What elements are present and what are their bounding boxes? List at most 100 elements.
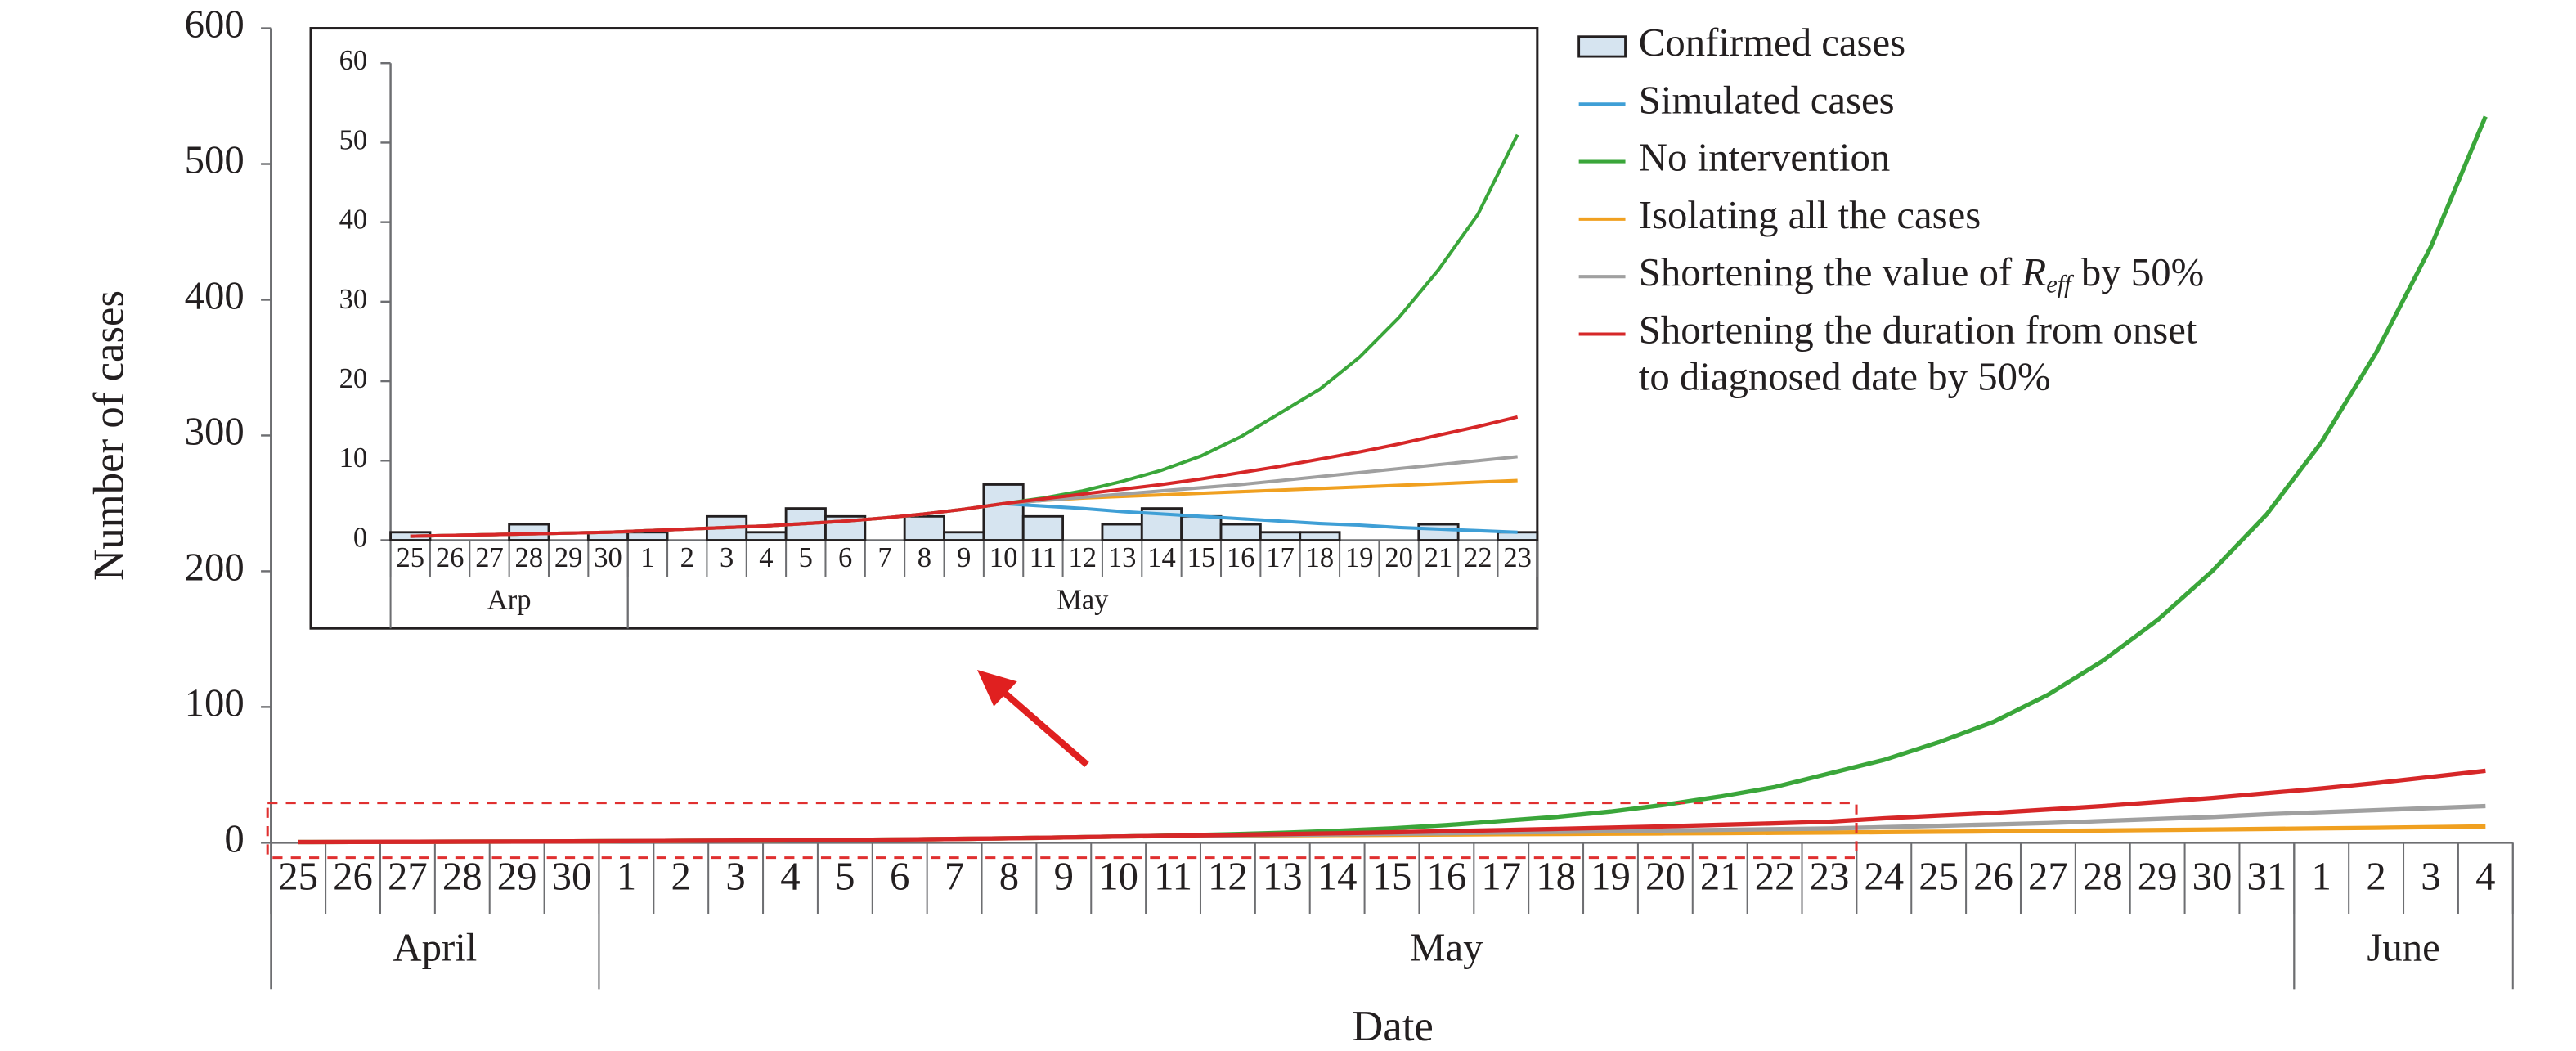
legend-label-part: Shortening the duration from onset (1639, 308, 2197, 353)
x-tick-label: 28 (442, 854, 482, 898)
y-tick-label: 10 (339, 442, 368, 474)
x-tick-label: 6 (890, 854, 909, 898)
x-tick-label: 14 (1317, 854, 1358, 898)
x-tick-label: 29 (2138, 854, 2178, 898)
y-tick-label: 60 (339, 45, 368, 76)
y-tick-label: 100 (185, 681, 245, 725)
x-tick-label: 18 (1306, 542, 1335, 573)
x-tick-label: 8 (999, 854, 1019, 898)
x-tick-label: 6 (838, 542, 852, 573)
x-tick-label: 24 (1864, 854, 1904, 898)
line-series (410, 415, 1519, 538)
bar (943, 531, 985, 541)
bar (1299, 531, 1341, 541)
x-tick-label: 4 (2475, 854, 2495, 898)
x-tick-label: 2 (2366, 854, 2385, 898)
x-tick-label: 1 (617, 854, 636, 898)
bar (1497, 531, 1539, 541)
x-tick-label: 30 (2192, 854, 2233, 898)
x-tick-label: 3 (720, 542, 734, 573)
x-tick-label: 4 (759, 542, 773, 573)
x-tick-label: 18 (1536, 854, 1576, 898)
bar (982, 483, 1025, 541)
bar (745, 531, 788, 541)
bar (903, 514, 945, 541)
x-tick-label: 3 (725, 854, 745, 898)
group-label: May (1410, 926, 1483, 970)
x-tick-label: 13 (1263, 854, 1303, 898)
x-tick-label: 26 (1973, 854, 2013, 898)
y-tick-label: 40 (339, 204, 368, 236)
x-tick-label: 25 (278, 854, 318, 898)
x-tick-label: 16 (1426, 854, 1466, 898)
x-tick-label: 31 (2246, 854, 2287, 898)
x-tick-label: 19 (1345, 542, 1374, 573)
legend-label-part: to diagnosed date by 50% (1639, 355, 2051, 399)
x-tick-label: 29 (497, 854, 537, 898)
x-tick-label: 27 (2028, 854, 2068, 898)
zoom-region (266, 802, 1858, 860)
x-tick-label: 16 (1227, 542, 1255, 573)
x-tick-label: 1 (2312, 854, 2331, 898)
x-tick-label: 15 (1372, 854, 1412, 898)
x-tick-label: 10 (990, 542, 1018, 573)
legend-swatch (1577, 35, 1627, 58)
y-tick-label: 400 (185, 274, 245, 318)
y-tick-label: 300 (185, 410, 245, 454)
legend-label-part: Shortening the value of (1639, 250, 2022, 294)
legend-label: No intervention (1639, 136, 1890, 180)
x-tick-label: 22 (1464, 542, 1492, 573)
x-tick-label: 11 (1030, 542, 1057, 573)
x-tick-label: 8 (918, 542, 931, 573)
x-tick-label: 14 (1147, 542, 1176, 573)
x-tick-label: 23 (1503, 542, 1532, 573)
group-label: April (393, 926, 477, 970)
x-tick-label: 10 (1098, 854, 1138, 898)
x-tick-label: 29 (554, 542, 583, 573)
legend-label-part: R (2021, 250, 2046, 294)
line-series (298, 768, 2486, 845)
x-tick-label: 27 (475, 542, 504, 573)
bar (1101, 523, 1143, 541)
x-tick-label: 7 (945, 854, 964, 898)
x-tick-label: 25 (396, 542, 424, 573)
x-tick-label: 9 (1054, 854, 1074, 898)
x-tick-label: 20 (1384, 542, 1413, 573)
x-tick-label: 12 (1069, 542, 1097, 573)
x-tick-label: 23 (1810, 854, 1850, 898)
y-tick-label: 500 (185, 138, 245, 182)
x-tick-label: 19 (1591, 854, 1631, 898)
y-tick-label: 0 (353, 522, 367, 553)
legend-label-part: eff (2046, 270, 2074, 298)
x-tick-label: 11 (1154, 854, 1192, 898)
x-tick-label: 28 (515, 542, 544, 573)
x-tick-label: 7 (877, 542, 891, 573)
bar (1259, 531, 1302, 541)
bar (1219, 523, 1262, 541)
x-tick-label: 17 (1481, 854, 1521, 898)
x-tick-label: 3 (2421, 854, 2440, 898)
x-tick-label: 27 (388, 854, 428, 898)
y-tick-label: 600 (185, 2, 245, 47)
arrow-head (976, 670, 1017, 707)
y-tick-label: 30 (339, 284, 368, 315)
legend-label: Confirmed cases (1639, 20, 1905, 65)
y-tick-label: 20 (339, 363, 368, 394)
group-label: June (2367, 926, 2439, 970)
legend-label: Isolating all the cases (1639, 193, 1981, 237)
x-tick-label: 21 (1700, 854, 1740, 898)
x-tick-label: 28 (2083, 854, 2123, 898)
x-tick-label: 9 (957, 542, 971, 573)
legend-label: Shortening the duration from onset (1639, 308, 2197, 353)
x-tick-label: 21 (1425, 542, 1453, 573)
group-label: Arp (487, 585, 532, 616)
legend-label: Shortening the value of Reff by 50% (1639, 250, 2204, 298)
x-tick-label: 22 (1755, 854, 1795, 898)
x-tick-label: 13 (1108, 542, 1137, 573)
y-tick-label: 50 (339, 124, 368, 155)
legend-label: to diagnosed date by 50% (1639, 355, 2051, 399)
x-tick-label: 30 (594, 542, 622, 573)
y-axis-title: Number of cases (85, 290, 132, 581)
